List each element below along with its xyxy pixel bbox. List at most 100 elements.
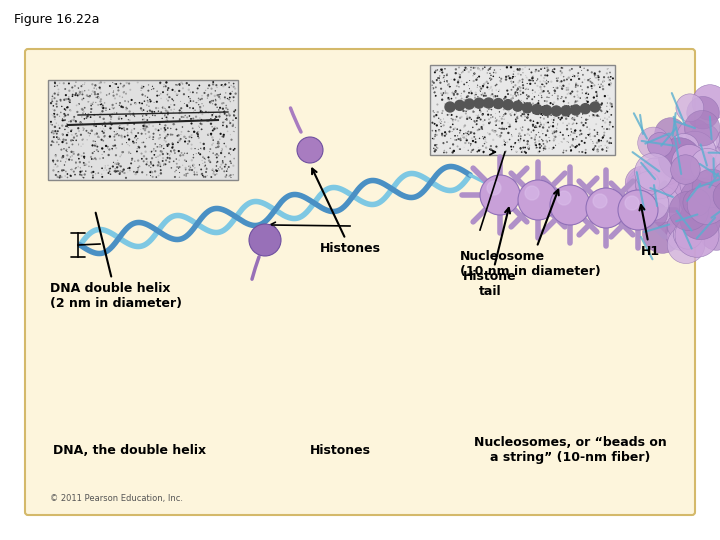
Point — [464, 84, 475, 93]
Point — [490, 143, 502, 151]
Point — [534, 133, 546, 141]
Point — [107, 100, 118, 109]
Point — [575, 126, 586, 135]
Point — [204, 114, 216, 123]
Point — [151, 143, 163, 151]
Point — [115, 79, 127, 88]
Point — [458, 133, 469, 142]
Point — [519, 131, 531, 139]
Point — [191, 149, 202, 158]
Point — [457, 99, 469, 108]
Point — [487, 126, 498, 134]
Point — [156, 124, 167, 133]
Point — [92, 147, 104, 156]
Point — [535, 89, 546, 98]
Point — [210, 114, 221, 123]
Point — [450, 69, 462, 78]
Point — [51, 129, 63, 138]
Point — [470, 111, 482, 119]
Point — [136, 84, 148, 92]
Point — [603, 73, 614, 82]
Point — [174, 81, 186, 90]
Point — [148, 146, 159, 155]
Point — [102, 134, 114, 143]
Point — [562, 102, 574, 111]
Point — [73, 87, 85, 96]
Circle shape — [625, 166, 659, 200]
Point — [228, 116, 239, 125]
Point — [469, 118, 481, 126]
Circle shape — [484, 98, 494, 108]
Point — [122, 164, 134, 173]
Point — [482, 96, 494, 104]
Point — [564, 89, 576, 98]
Point — [577, 78, 588, 86]
Circle shape — [580, 104, 590, 113]
Point — [131, 136, 143, 144]
Point — [592, 94, 603, 103]
Point — [477, 141, 489, 150]
Point — [450, 65, 462, 73]
Point — [127, 110, 139, 118]
Circle shape — [664, 186, 706, 229]
Point — [494, 99, 505, 107]
Point — [220, 89, 232, 97]
Point — [490, 121, 502, 130]
Point — [158, 140, 169, 149]
Point — [227, 87, 238, 96]
Point — [148, 133, 159, 141]
Point — [119, 87, 130, 96]
Point — [74, 170, 86, 179]
Point — [529, 65, 541, 74]
Point — [526, 117, 537, 126]
Point — [184, 88, 196, 97]
Point — [52, 81, 63, 90]
Point — [144, 132, 156, 141]
Point — [67, 90, 78, 99]
Point — [171, 155, 182, 164]
Point — [505, 91, 517, 99]
Point — [529, 123, 541, 132]
Point — [474, 106, 485, 114]
Point — [451, 90, 463, 98]
Point — [454, 129, 466, 137]
Point — [576, 113, 588, 122]
Point — [456, 77, 467, 86]
Point — [55, 108, 66, 117]
Point — [218, 131, 230, 139]
Point — [219, 110, 230, 118]
Point — [525, 100, 536, 109]
Point — [176, 78, 187, 87]
Point — [69, 170, 81, 179]
Point — [64, 106, 76, 114]
Point — [149, 111, 161, 120]
Point — [221, 123, 233, 131]
Point — [78, 114, 90, 123]
Point — [50, 152, 62, 160]
Point — [156, 94, 167, 103]
Circle shape — [668, 199, 695, 225]
Point — [137, 168, 148, 177]
Point — [140, 118, 152, 126]
Point — [539, 71, 551, 79]
Point — [169, 148, 181, 157]
Point — [168, 113, 179, 122]
Point — [100, 104, 112, 112]
Point — [505, 94, 517, 103]
Point — [175, 109, 186, 117]
Point — [192, 130, 204, 139]
Point — [175, 130, 186, 139]
Point — [605, 72, 616, 81]
Point — [590, 110, 601, 118]
Point — [510, 115, 521, 124]
Point — [588, 144, 600, 152]
Point — [89, 141, 101, 150]
Point — [468, 107, 480, 116]
Point — [512, 65, 523, 74]
Point — [448, 147, 459, 156]
Point — [58, 153, 69, 161]
Point — [500, 72, 512, 81]
Circle shape — [688, 185, 720, 225]
Point — [148, 161, 159, 170]
Point — [548, 132, 559, 140]
